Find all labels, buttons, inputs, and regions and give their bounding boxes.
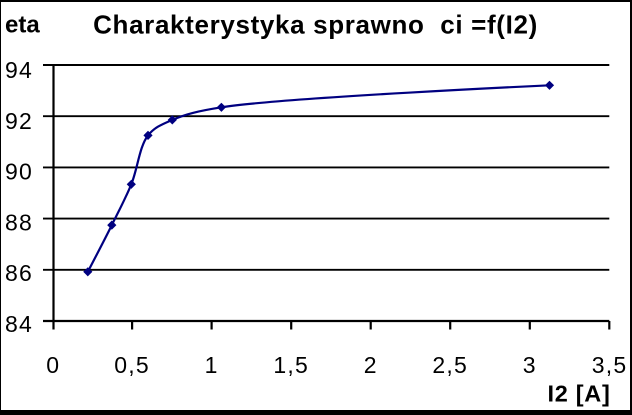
svg-text:3,5: 3,5 — [592, 352, 628, 378]
svg-text:eta: eta — [5, 12, 40, 39]
svg-text:2: 2 — [364, 352, 378, 378]
svg-text:90: 90 — [5, 159, 33, 185]
svg-text:I2 [A]: I2 [A] — [548, 381, 611, 407]
svg-text:0,5: 0,5 — [114, 352, 150, 378]
svg-text:84: 84 — [5, 311, 33, 337]
svg-text:88: 88 — [5, 209, 33, 235]
svg-text:0: 0 — [46, 352, 60, 378]
svg-text:1: 1 — [205, 352, 219, 378]
svg-text:1,5: 1,5 — [273, 352, 309, 378]
svg-text:94: 94 — [5, 57, 33, 83]
svg-text:92: 92 — [5, 108, 33, 134]
svg-text:Charakterystyka sprawno ci =f: Charakterystyka sprawno ci =f(I2) — [93, 9, 538, 39]
svg-text:2,5: 2,5 — [432, 352, 468, 378]
svg-text:86: 86 — [5, 260, 33, 286]
svg-text:3: 3 — [523, 352, 537, 378]
